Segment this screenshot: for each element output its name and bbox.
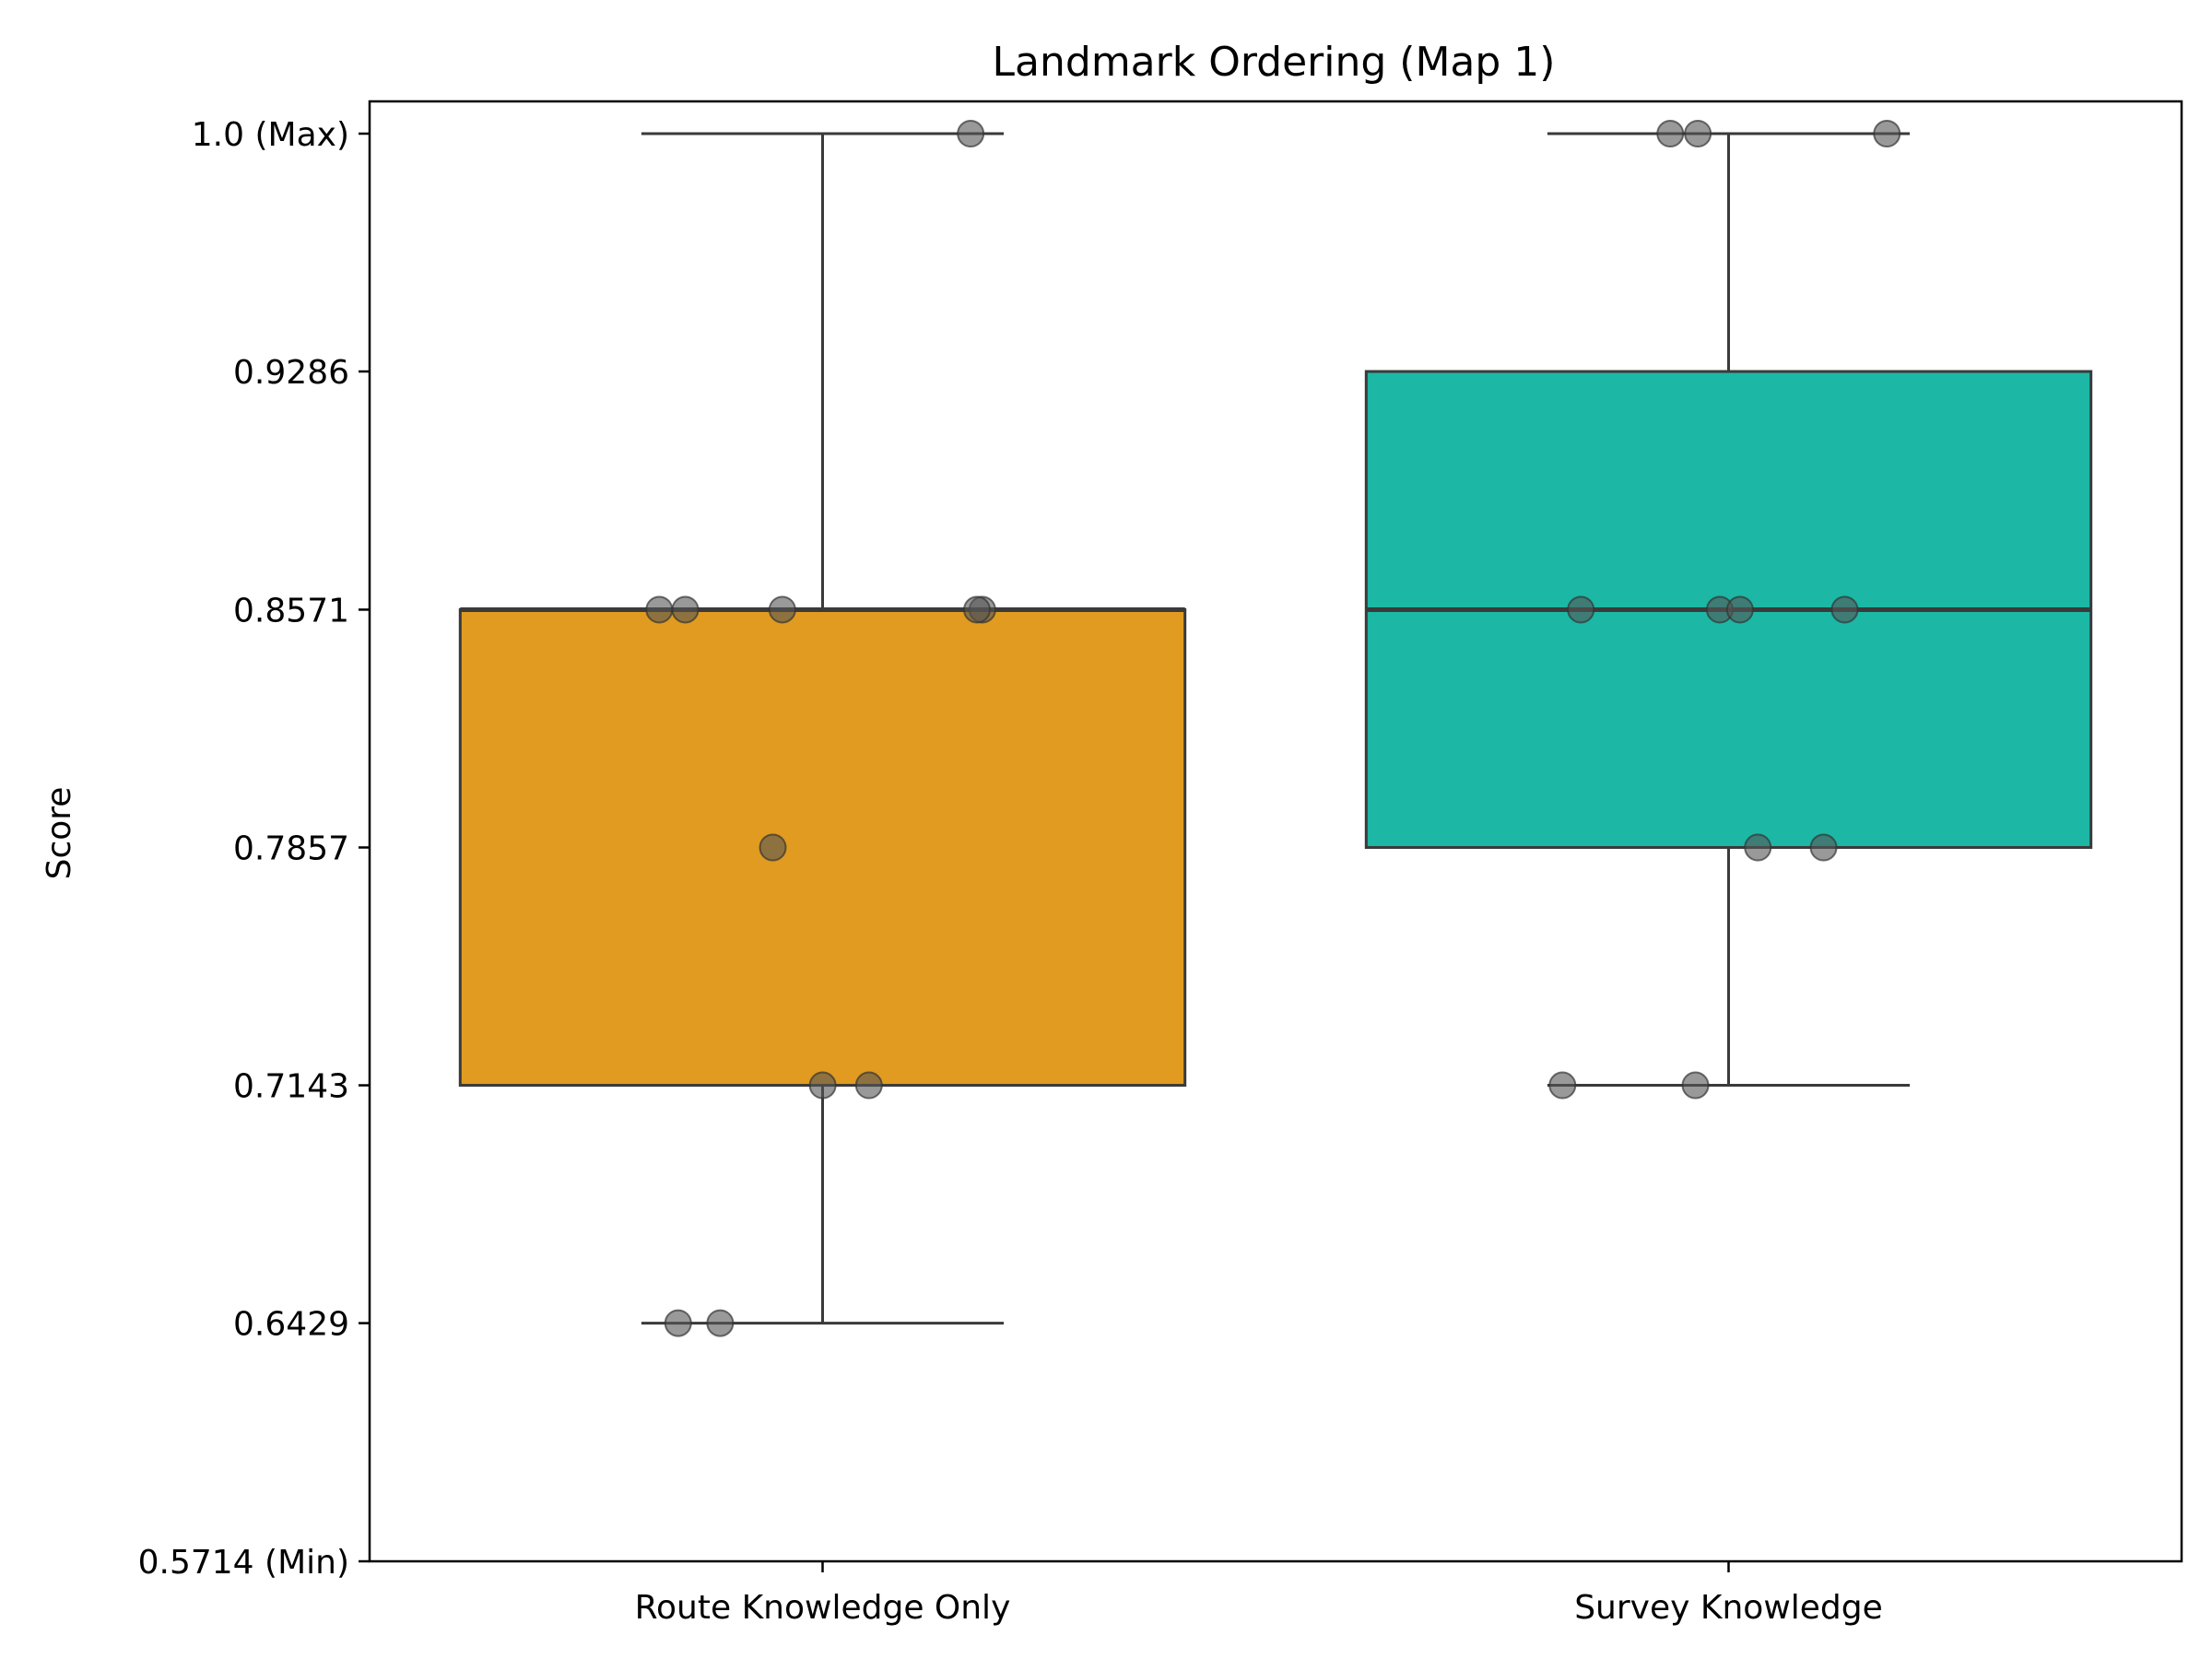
data-point [645, 595, 674, 624]
data-point [1567, 595, 1595, 624]
y-tick-label: 0.8571 [233, 592, 349, 629]
y-tick-label: 0.6429 [233, 1306, 349, 1344]
data-point [1744, 833, 1772, 862]
data-point [1656, 120, 1685, 147]
x-tick-label: Survey Knowledge [1574, 1589, 1883, 1627]
data-point [1873, 120, 1901, 147]
data-point [1548, 1071, 1577, 1100]
y-tick-label: 0.7143 [233, 1068, 349, 1106]
y-tick-label: 1.0 (Max) [192, 116, 349, 154]
plot-frame [368, 100, 2183, 1563]
data-point [1681, 1071, 1710, 1100]
data-point [768, 595, 796, 624]
data-point [854, 1071, 883, 1100]
x-tick-label: Route Knowledge Only [635, 1589, 1011, 1627]
data-point [962, 595, 991, 624]
data-point [706, 1309, 735, 1337]
data-point [759, 833, 787, 862]
y-tick-label: 0.7857 [233, 830, 349, 868]
data-point [671, 595, 700, 624]
data-point [808, 1071, 837, 1100]
y-tick-label: 0.9286 [233, 354, 349, 392]
data-point [1684, 120, 1712, 147]
data-point [664, 1309, 692, 1337]
data-point [1809, 833, 1838, 862]
chart-marks: 1.0 (Max) 0.9286 0.8571 0.7857 0.7143 0.6429 0… [138, 100, 2183, 1627]
chart-title: Landmark Ordering (Map 1) [993, 39, 1556, 86]
data-point [1830, 595, 1859, 624]
box-1 [458, 607, 1187, 1088]
y-tick-label: 0.5714 (Min) [138, 1544, 349, 1582]
y-axis-title: Score [41, 787, 78, 880]
data-point [957, 120, 985, 147]
data-point [1725, 595, 1754, 624]
